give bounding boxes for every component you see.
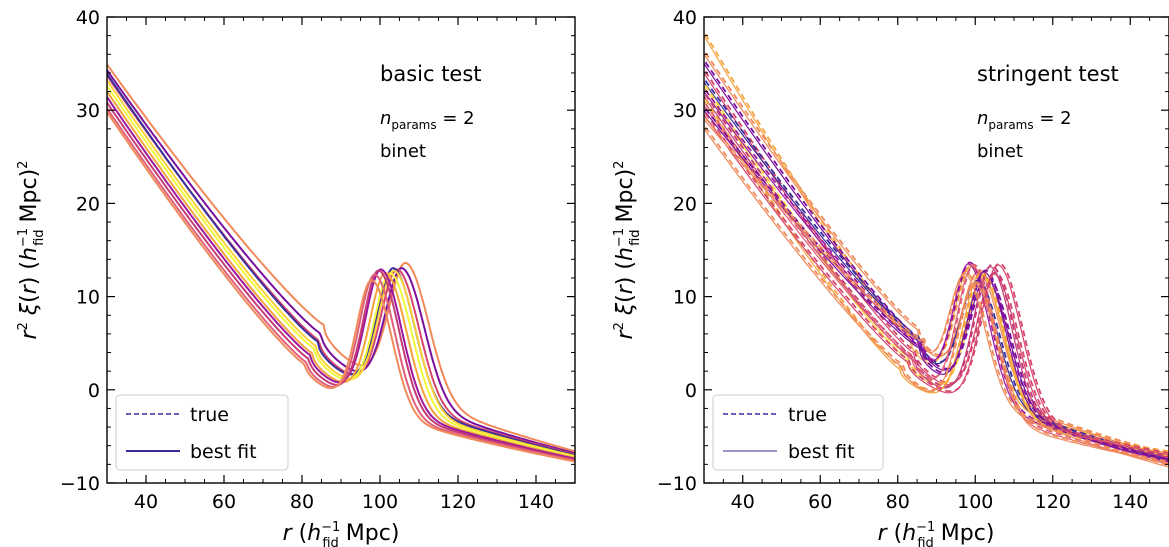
x-tick-label: 60 — [808, 491, 832, 513]
annotation-method: binet — [977, 141, 1023, 162]
y-tick-label: 10 — [76, 287, 100, 309]
series-line-9 — [107, 107, 575, 462]
curves-layer — [704, 33, 1169, 468]
annotation-params: nparams = 2 — [977, 108, 1072, 132]
x-tick-label: 40 — [731, 491, 755, 513]
true-line-8 — [704, 98, 1169, 453]
chart-panel-basic: 40 60 80 100 120 140 −10 0 10 20 30 40 basic test n… — [16, 7, 576, 547]
true-line-13 — [704, 126, 1169, 463]
x-tick-label: 80 — [290, 491, 314, 513]
series-line-1 — [107, 69, 575, 455]
y-tick-label: 0 — [88, 380, 100, 402]
best-fit-line-3 — [704, 72, 1169, 460]
curves-layer — [107, 63, 575, 463]
y-tick-label: −10 — [657, 473, 697, 495]
params-value: 2 — [463, 108, 474, 129]
best-fit-line-1 — [704, 53, 1169, 458]
best-fit-line-10 — [704, 109, 1169, 463]
true-line-1 — [704, 52, 1169, 456]
x-axis-label: r (h−1 fid Mpc) — [878, 520, 995, 547]
y-tick-label: 40 — [76, 7, 100, 29]
legend-label-true: true — [788, 404, 827, 426]
series-line-3 — [107, 73, 575, 456]
ticks-layer: 40 60 80 100 120 140 −10 0 10 20 30 40 — [60, 7, 576, 513]
chart-panel-stringent: 40 60 80 100 120 140 −10 0 10 20 30 40 stringent te… — [612, 7, 1169, 547]
annotation-title: basic test — [380, 62, 482, 86]
y-tick-label: 20 — [673, 193, 697, 215]
y-tick-label: 10 — [673, 287, 697, 309]
true-line-6 — [704, 89, 1169, 462]
series-line-5 — [107, 85, 575, 458]
y-axis-label: r2 ξ(r) (h−1fid Mpc)2 — [612, 161, 643, 340]
ticks-layer: 40 60 80 100 120 140 −10 0 10 20 30 40 — [657, 7, 1169, 513]
x-axis-label: r (h−1 fid Mpc) — [283, 520, 400, 547]
y-tick-label: 40 — [673, 7, 697, 29]
y-tick-label: 20 — [76, 193, 100, 215]
legend: true best fit — [712, 394, 884, 471]
x-tick-label: 100 — [957, 491, 993, 513]
legend: true best fit — [115, 394, 289, 471]
x-tick-label: 40 — [134, 491, 158, 513]
x-tick-label: 80 — [886, 491, 910, 513]
x-tick-label: 120 — [440, 491, 476, 513]
x-tick-label: 140 — [518, 491, 554, 513]
series-line-10 — [107, 111, 575, 463]
y-tick-label: 30 — [76, 100, 100, 122]
series-line-0 — [107, 63, 575, 453]
x-tick-label: 60 — [212, 491, 236, 513]
true-line-12 — [704, 117, 1169, 467]
y-axis-label: r2 ξ(r) (h−1fid Mpc)2 — [16, 161, 47, 340]
x-tick-label: 100 — [362, 491, 398, 513]
y-tick-label: 0 — [685, 380, 697, 402]
legend-label-best-fit: best fit — [788, 441, 855, 463]
annotation-method: binet — [380, 141, 426, 162]
true-line-0 — [704, 33, 1169, 455]
x-tick-label: 140 — [1112, 491, 1148, 513]
x-tick-label: 120 — [1035, 491, 1071, 513]
true-line-10 — [704, 108, 1169, 461]
annotation-title: stringent test — [977, 62, 1119, 86]
true-line-4 — [704, 80, 1169, 460]
params-value: 2 — [1060, 108, 1071, 129]
annotation-params: nparams = 2 — [380, 108, 475, 132]
y-tick-label: 30 — [673, 100, 697, 122]
legend-label-true: true — [190, 404, 229, 426]
y-tick-label: −10 — [60, 473, 100, 495]
legend-label-best-fit: best fit — [190, 441, 257, 463]
series-line-4 — [107, 79, 575, 457]
